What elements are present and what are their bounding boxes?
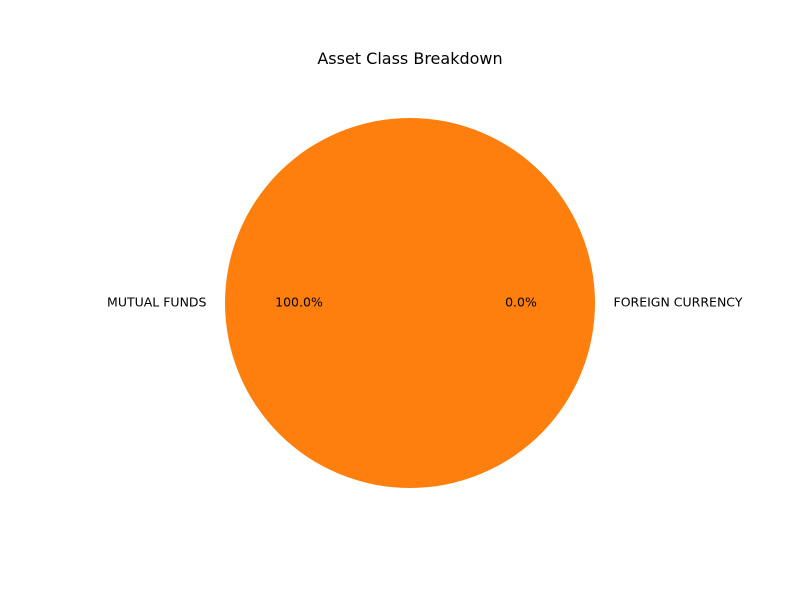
- pie-slices: [225, 118, 595, 488]
- slice-percent-foreign-currency: 0.0%: [505, 295, 537, 310]
- slice-label-foreign-currency: FOREIGN CURRENCY: [614, 295, 743, 310]
- pie-labels: FOREIGN CURRENCY 0.0% MUTUAL FUNDS 100.0%: [107, 295, 743, 310]
- pie-slice-mutual-funds: [225, 118, 595, 488]
- slice-label-mutual-funds: MUTUAL FUNDS: [107, 295, 207, 310]
- chart-title: Asset Class Breakdown: [317, 49, 502, 68]
- slice-percent-mutual-funds: 100.0%: [275, 295, 323, 310]
